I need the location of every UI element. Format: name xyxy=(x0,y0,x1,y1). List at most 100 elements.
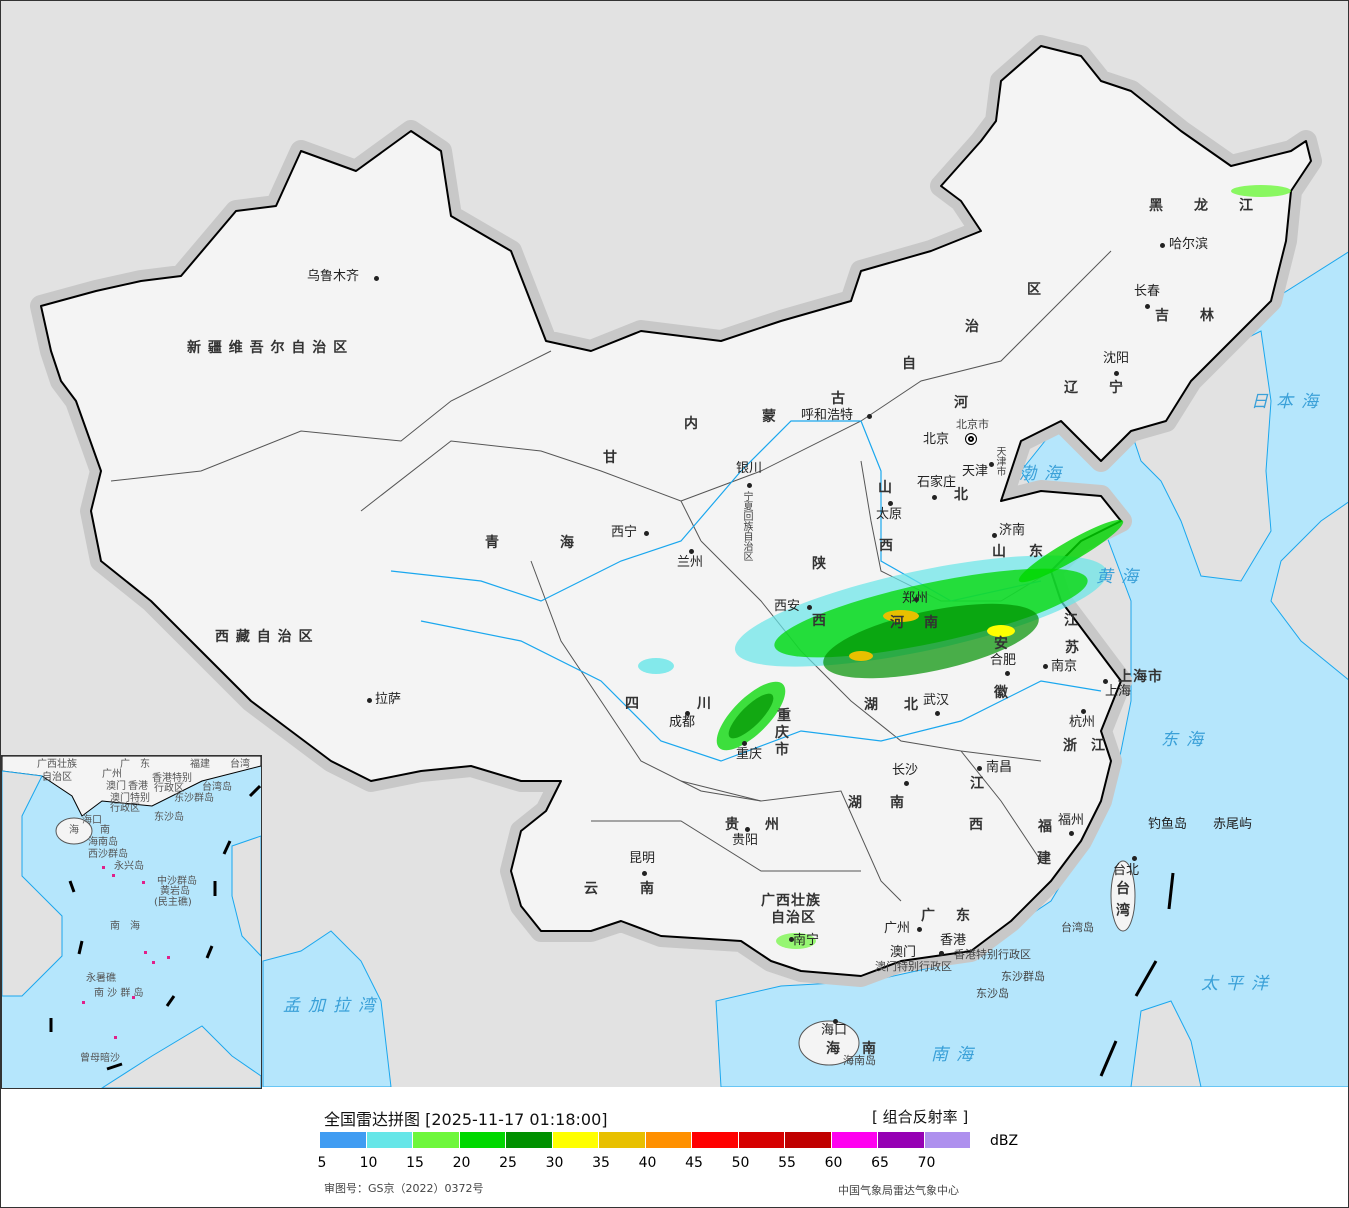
province-label: 台 xyxy=(1116,881,1131,897)
city-label: 哈尔滨 xyxy=(1169,237,1209,252)
province-label: 贵 xyxy=(725,817,740,833)
province-label: 南 xyxy=(862,1041,877,1057)
nine-dash-segments xyxy=(1099,872,1175,1077)
sea-label: 太平洋 xyxy=(1201,974,1276,994)
city-marker xyxy=(977,766,982,771)
province-label: 自治区 xyxy=(771,910,816,926)
city-marker xyxy=(1132,856,1137,861)
inset-label: 海南岛 xyxy=(88,837,118,848)
special-region-label: 澳门特别行政区 xyxy=(875,960,952,973)
city-label: 呼和浩特 xyxy=(801,408,854,423)
province-label: 新 疆 维 吾 尔 自 治 区 xyxy=(187,340,349,356)
special-region-label: 香港特别行政区 xyxy=(954,948,1031,961)
inset-label: 香港特别 xyxy=(152,773,192,784)
province-label: 古 xyxy=(831,391,846,407)
province-label: 青 海 xyxy=(485,535,575,551)
color-swatch-40 xyxy=(645,1132,692,1148)
inset-label: 澳门特别 xyxy=(110,793,150,804)
color-swatch-10 xyxy=(366,1132,413,1148)
city-marker xyxy=(1145,304,1150,309)
city-label: 长沙 xyxy=(892,763,919,778)
province-label: 陕 xyxy=(812,556,827,572)
city-label: 石家庄 xyxy=(917,475,957,490)
province-label: 甘 xyxy=(603,450,618,466)
sea-label: 渤海 xyxy=(1019,464,1069,484)
province-label: 江 xyxy=(1064,613,1079,629)
color-swatch-50 xyxy=(738,1132,785,1148)
scale-tick-label: 15 xyxy=(406,1155,424,1171)
special-region-label: 东沙岛 xyxy=(976,987,1009,1000)
taiwan-island xyxy=(1110,860,1136,932)
color-swatch-30 xyxy=(552,1132,599,1148)
sea-label: 南海 xyxy=(931,1045,981,1065)
province-label: 北 xyxy=(954,487,969,503)
sea-label: 黄海 xyxy=(1096,567,1146,587)
province-label: 西 xyxy=(812,613,827,629)
sea-label: 孟加拉湾 xyxy=(283,996,383,1016)
city-marker xyxy=(747,483,752,488)
scale-tick-label: 70 xyxy=(917,1155,936,1171)
city-marker xyxy=(1114,371,1119,376)
inset-label: 行政区 xyxy=(110,803,140,814)
province-label: 湖 xyxy=(848,795,863,811)
radar-map: 广西壮族 自治区广 东福建 台湾 广州 澳门 香港 香港特别 行政区 澳门特别 行政区 台湾岛 东沙群… xyxy=(1,1,1349,1089)
province-label: 北 xyxy=(904,697,919,713)
scale-tick-label: 45 xyxy=(685,1155,703,1171)
province-label: 辽 宁 xyxy=(1064,380,1124,396)
city-marker xyxy=(789,937,794,942)
inset-label: 海 xyxy=(69,825,79,836)
special-region-label: 东沙群岛 xyxy=(1001,970,1045,983)
inset-label: 东沙群岛 xyxy=(174,793,214,804)
province-label: 蒙 xyxy=(762,409,777,425)
city-label: 赤尾屿 xyxy=(1213,817,1253,832)
inset-label: 香港 xyxy=(128,781,148,792)
city-marker xyxy=(1043,664,1048,669)
map-title: 全国雷达拼图 [2025-11-17 01:18:00] xyxy=(324,1110,608,1129)
scale-tick-label: 65 xyxy=(871,1155,889,1171)
inset-label: 台湾岛 xyxy=(202,782,232,793)
city-marker xyxy=(867,414,872,419)
city-marker xyxy=(685,711,690,716)
special-region-label: 台湾岛 xyxy=(1061,921,1094,934)
city-label: 沈阳 xyxy=(1103,351,1130,366)
city-marker xyxy=(1103,679,1108,684)
rivers xyxy=(390,420,1102,762)
city-marker xyxy=(807,605,812,610)
province-label: 州 xyxy=(765,817,780,833)
bay-of-bengal xyxy=(262,930,392,1088)
scale-tick-label: 25 xyxy=(499,1155,517,1171)
special-region-label: 海南岛 xyxy=(843,1054,876,1067)
radar-echoes xyxy=(638,185,1291,949)
city-label: 杭州 xyxy=(1069,715,1096,730)
province-label: 江 xyxy=(970,776,985,792)
city-label: 海口 xyxy=(821,1023,848,1038)
province-label: 河 xyxy=(890,615,905,631)
region-label: 天津市 xyxy=(994,446,1005,476)
city-label: 长春 xyxy=(1134,284,1161,299)
city-label: 银川 xyxy=(736,461,763,476)
color-swatch-65 xyxy=(878,1132,925,1148)
color-swatch-55 xyxy=(785,1132,832,1148)
inset-philippines xyxy=(231,835,261,957)
sea-label: 东海 xyxy=(1161,730,1211,750)
city-label: 乌鲁木齐 xyxy=(307,269,360,284)
color-swatch-20 xyxy=(459,1132,506,1148)
province-label: 上海市 xyxy=(1118,669,1163,685)
city-label: 武汉 xyxy=(923,693,950,708)
inset-indochina xyxy=(2,770,63,997)
color-swatch-35 xyxy=(599,1132,646,1148)
inset-label: 澳门 xyxy=(106,781,126,792)
province-label: 重 xyxy=(777,708,792,724)
city-marker xyxy=(914,597,919,602)
province-label: 南 xyxy=(924,615,939,631)
province-label: 云 xyxy=(584,881,599,897)
city-marker xyxy=(644,531,649,536)
region-label: 宁夏回族自治区 xyxy=(741,491,752,561)
city-label: 天津 xyxy=(962,464,989,479)
inset-label: 行政区 xyxy=(154,783,184,794)
province-label: 自 xyxy=(902,356,917,372)
province-label: 南 xyxy=(890,795,905,811)
city-marker xyxy=(935,711,940,716)
province-label: 市 xyxy=(775,742,790,758)
city-marker xyxy=(989,462,994,467)
